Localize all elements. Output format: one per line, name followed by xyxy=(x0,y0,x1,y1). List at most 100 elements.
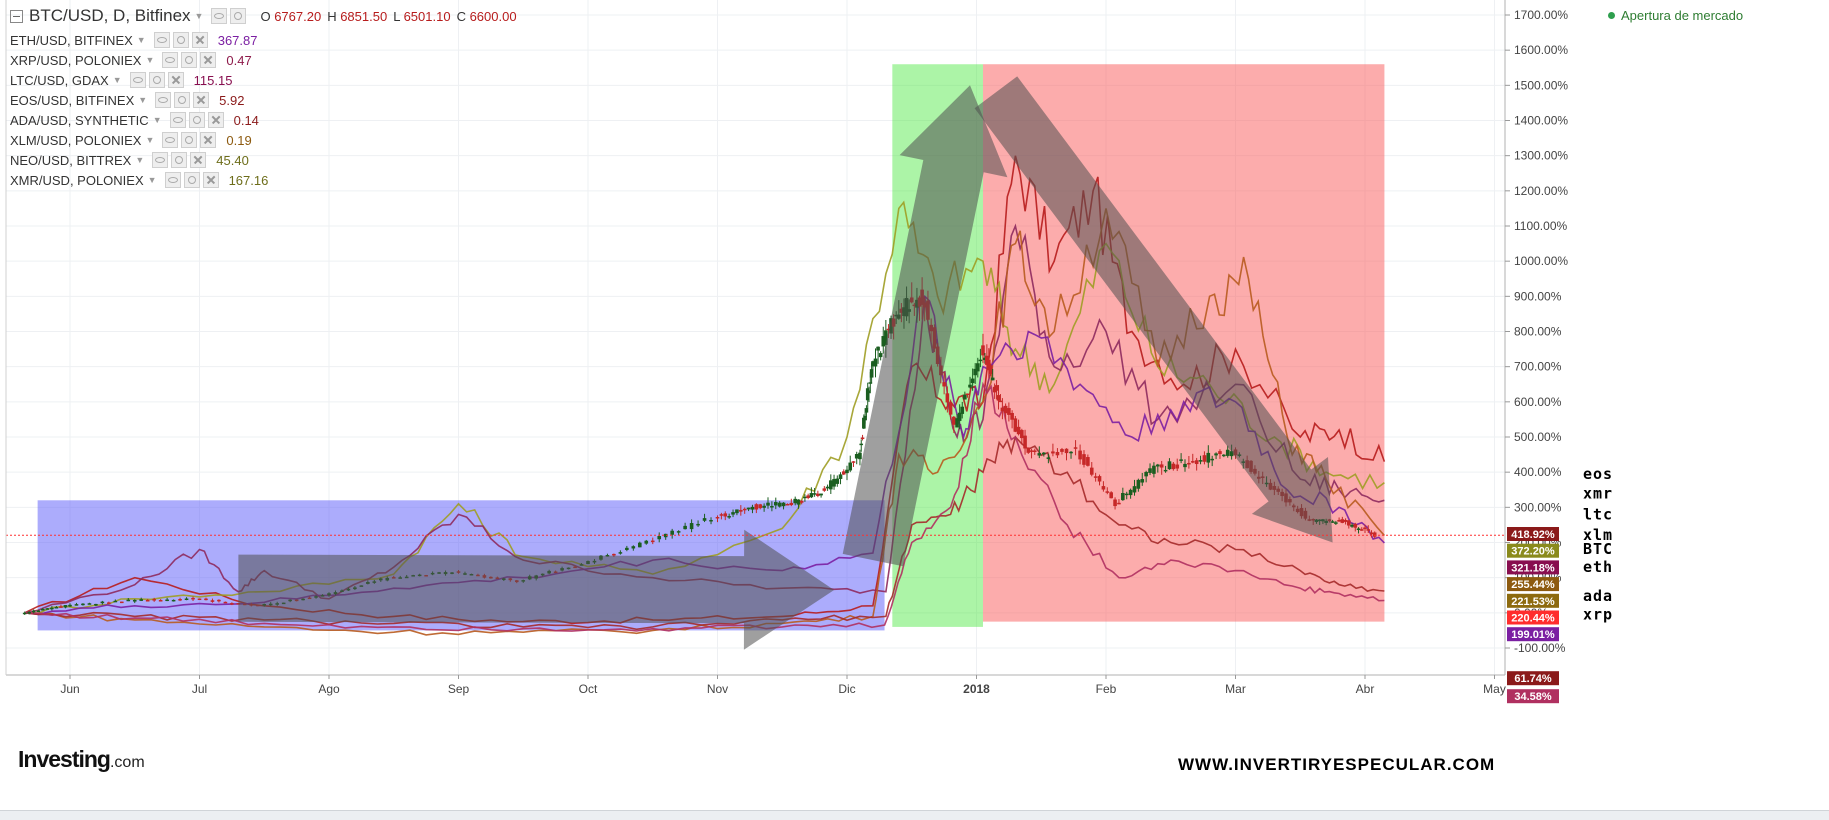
eye-icon[interactable] xyxy=(129,72,146,88)
series-label-xmr: xmr xyxy=(1583,484,1613,502)
price-badge xyxy=(1507,560,1559,575)
btc-candle xyxy=(968,384,972,388)
eye-icon[interactable] xyxy=(152,152,169,168)
legend-row[interactable]: LTC/USD, GDAX ▼ 115.15 xyxy=(10,70,232,90)
btc-candle xyxy=(1194,460,1199,465)
btc-candle xyxy=(1353,523,1358,528)
x-tick-label: Sep xyxy=(448,682,470,696)
close-icon[interactable] xyxy=(200,132,217,148)
btc-candle xyxy=(762,505,766,508)
btc-candle xyxy=(1026,447,1031,453)
btc-candle xyxy=(22,612,27,615)
series-line-xrp xyxy=(24,381,1385,632)
btc-candle xyxy=(689,523,694,530)
chevron-down-icon[interactable]: ▼ xyxy=(135,155,145,165)
btc-candle xyxy=(45,608,50,610)
btc-candle xyxy=(864,408,869,413)
chevron-down-icon[interactable]: ▼ xyxy=(194,11,204,21)
legend-row[interactable]: XLM/USD, POLONIEX ▼ 0.19 xyxy=(10,130,252,150)
y-tick-label: 300.00% xyxy=(1514,500,1562,514)
gear-icon[interactable] xyxy=(172,32,189,48)
y-tick-label: 400.00% xyxy=(1514,465,1562,479)
chevron-down-icon[interactable]: ▼ xyxy=(152,115,162,125)
legend-row[interactable]: ETH/USD, BITFINEX ▼ 367.87 xyxy=(10,30,257,50)
btc-candle xyxy=(1167,461,1172,470)
gear-icon[interactable] xyxy=(171,152,188,168)
chevron-down-icon[interactable]: ▼ xyxy=(145,135,155,145)
collapse-icon[interactable] xyxy=(10,9,23,23)
btc-candle xyxy=(31,610,36,613)
close-icon[interactable] xyxy=(202,172,219,188)
close-icon[interactable] xyxy=(190,152,207,168)
legend-row[interactable]: NEO/USD, BITTREX ▼ 45.40 xyxy=(10,150,249,170)
gear-icon[interactable] xyxy=(188,112,205,128)
eye-icon[interactable] xyxy=(169,112,186,128)
chevron-down-icon[interactable]: ▼ xyxy=(138,95,148,105)
y-tick-label: 1700.00% xyxy=(1514,8,1568,22)
btc-candle xyxy=(945,393,950,403)
btc-candle xyxy=(1171,463,1176,470)
btc-candle xyxy=(1113,499,1117,507)
btc-candle xyxy=(210,600,215,602)
btc-candle xyxy=(165,599,169,602)
btc-candle xyxy=(996,395,1001,401)
chevron-down-icon[interactable]: ▼ xyxy=(147,175,157,185)
btc-candle xyxy=(1330,521,1335,523)
btc-candle xyxy=(990,377,995,381)
eye-icon[interactable] xyxy=(162,132,179,148)
gear-icon[interactable] xyxy=(181,52,198,68)
btc-candle xyxy=(1037,453,1042,456)
close-icon[interactable] xyxy=(167,72,184,88)
eye-icon[interactable] xyxy=(211,8,228,24)
btc-candle xyxy=(1148,468,1152,473)
btc-candle xyxy=(1055,451,1060,456)
legend-row[interactable]: EOS/USD, BITFINEX ▼ 5.92 xyxy=(10,90,244,110)
gear-icon[interactable] xyxy=(148,72,165,88)
ohlc-key: O xyxy=(260,8,275,24)
x-tick-label: Dic xyxy=(838,682,855,696)
btc-candle xyxy=(983,357,987,361)
btc-candle xyxy=(886,328,891,331)
eye-icon[interactable] xyxy=(162,52,179,68)
btc-candle xyxy=(838,474,843,479)
btc-candle xyxy=(68,604,72,607)
btc-candle xyxy=(657,536,662,540)
gear-icon[interactable] xyxy=(230,8,247,24)
logo-main: Investing xyxy=(18,746,111,772)
btc-candle xyxy=(994,385,999,391)
series-label-ltc: ltc xyxy=(1583,505,1613,523)
legend-row[interactable]: ADA/USD, SYNTHETIC ▼ 0.14 xyxy=(10,110,259,130)
eye-icon[interactable] xyxy=(153,32,170,48)
chevron-down-icon[interactable]: ▼ xyxy=(136,35,146,45)
legend-row[interactable]: XRP/USD, POLONIEX ▼ 0.47 xyxy=(10,50,252,70)
btc-candle xyxy=(618,552,623,554)
legend-symbol: ETH/USD, BITFINEX xyxy=(10,32,133,48)
btc-candle xyxy=(1105,491,1110,493)
x-tick-label: Nov xyxy=(707,682,728,696)
btc-candle xyxy=(727,516,731,518)
chevron-down-icon[interactable]: ▼ xyxy=(145,55,155,65)
eye-icon[interactable] xyxy=(164,172,181,188)
close-icon[interactable] xyxy=(193,92,210,108)
btc-candle xyxy=(1152,465,1156,474)
x-tick-label: Mar xyxy=(1225,682,1246,696)
x-tick-label: Jul xyxy=(192,682,207,696)
chevron-down-icon[interactable]: ▼ xyxy=(112,75,122,85)
close-icon[interactable] xyxy=(207,112,224,128)
btc-candle xyxy=(750,506,755,510)
ohlc-key: H xyxy=(327,8,341,24)
close-icon[interactable] xyxy=(200,52,217,68)
eye-icon[interactable] xyxy=(155,92,172,108)
gear-icon[interactable] xyxy=(183,172,200,188)
legend-row[interactable]: XMR/USD, POLONIEX ▼ 167.16 xyxy=(10,170,268,190)
btc-candle xyxy=(952,416,956,425)
gear-icon[interactable] xyxy=(174,92,191,108)
gear-icon[interactable] xyxy=(181,132,198,148)
btc-candle xyxy=(1016,426,1021,435)
legend-main[interactable]: BTC/USD, D, Bitfinex ▼ O 6767.20 H 6851.5… xyxy=(10,6,523,26)
series-label-eth: eth xyxy=(1583,558,1613,576)
close-icon[interactable] xyxy=(191,32,208,48)
watermark: WWW.INVERTIRYESPECULAR.COM xyxy=(1178,755,1496,774)
